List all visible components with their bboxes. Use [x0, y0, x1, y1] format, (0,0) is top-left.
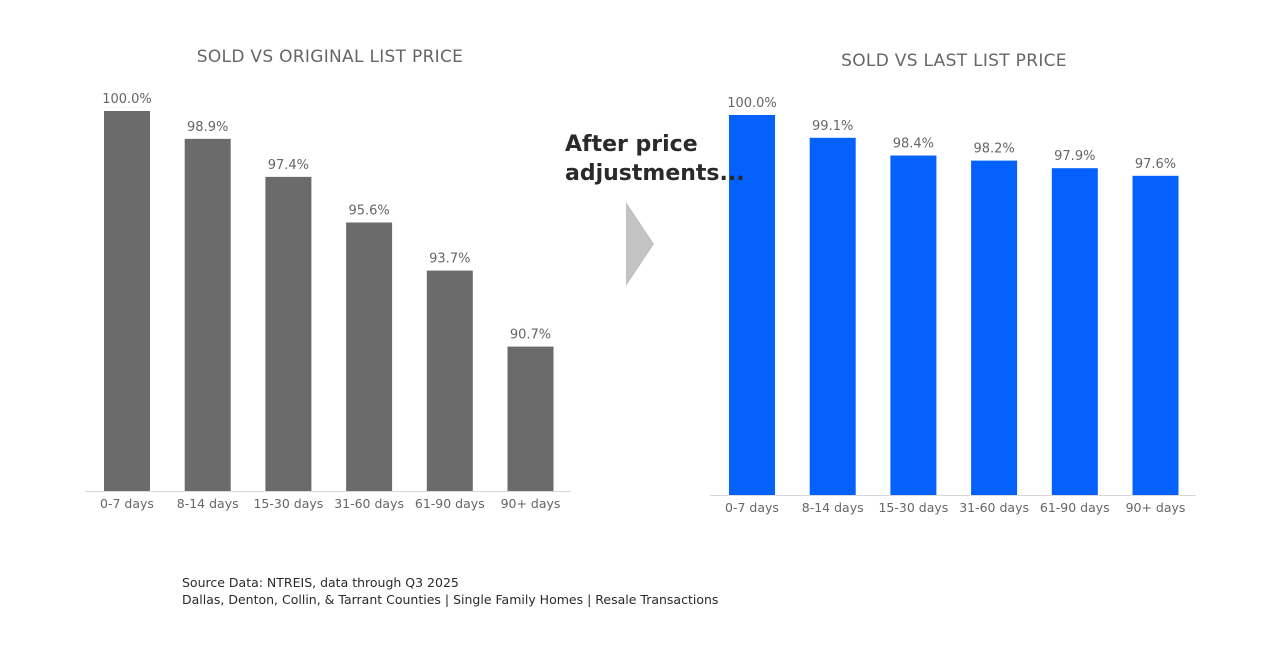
callout-text: After price adjustments... — [565, 130, 745, 188]
original-tick-label: 31-60 days — [334, 496, 404, 511]
original-tick-label: 90+ days — [501, 496, 561, 511]
right-arrow-icon — [626, 202, 654, 286]
original-bar — [104, 111, 150, 491]
last-data-label: 97.6% — [1135, 157, 1176, 172]
chart-title-original: SOLD VS ORIGINAL LIST PRICE — [196, 47, 464, 67]
last-data-label: 97.9% — [1054, 149, 1095, 164]
original-bar — [426, 270, 473, 491]
last-tick-label: 90+ days — [1126, 500, 1186, 515]
original-tick-label: 8-14 days — [177, 496, 239, 511]
original-bar — [507, 346, 554, 491]
original-bar — [346, 222, 393, 491]
source-line-2: Dallas, Denton, Collin, & Tarrant Counti… — [182, 592, 719, 607]
last-bar — [1132, 175, 1179, 496]
last-data-label: 100.0% — [727, 96, 777, 111]
original-data-label: 93.7% — [429, 252, 470, 267]
original-tick-label: 61-90 days — [415, 496, 485, 511]
last-bar — [890, 155, 937, 495]
original-bar — [184, 138, 231, 491]
last-tick-label: 0-7 days — [725, 500, 779, 515]
last-bar — [1051, 168, 1098, 495]
callout-line-2: adjustments... — [565, 161, 745, 186]
chart-sold-vs-last: 100.0% 0-7 days 99.1% 8-14 days 98.4% 15-30 d… — [710, 96, 1196, 515]
last-tick-label: 61-90 days — [1040, 500, 1110, 515]
original-data-label: 95.6% — [348, 203, 389, 218]
original-tick-label: 0-7 days — [100, 496, 154, 511]
original-data-label: 98.9% — [187, 120, 228, 135]
original-data-label: 100.0% — [102, 92, 152, 107]
last-bar — [971, 160, 1018, 495]
last-tick-label: 31-60 days — [959, 500, 1029, 515]
original-bar — [265, 176, 312, 491]
chart-title-last: SOLD VS LAST LIST PRICE — [841, 51, 1067, 71]
chart-sold-vs-original: 100.0% 0-7 days 98.9% 8-14 days 97.4% 15-30 d… — [85, 92, 571, 511]
last-tick-label: 8-14 days — [802, 500, 864, 515]
last-data-label: 99.1% — [812, 119, 853, 134]
source-line-1: Source Data: NTREIS, data through Q3 202… — [182, 575, 459, 590]
last-bar — [729, 115, 775, 495]
original-data-label: 97.4% — [268, 158, 309, 173]
last-tick-label: 15-30 days — [878, 500, 948, 515]
original-tick-label: 15-30 days — [253, 496, 323, 511]
last-data-label: 98.2% — [973, 142, 1014, 157]
callout-line-1: After price — [565, 132, 698, 157]
original-data-label: 90.7% — [510, 328, 551, 343]
source-note: Source Data: NTREIS, data through Q3 202… — [182, 574, 718, 608]
last-data-label: 98.4% — [893, 137, 934, 152]
last-bar — [809, 137, 856, 496]
